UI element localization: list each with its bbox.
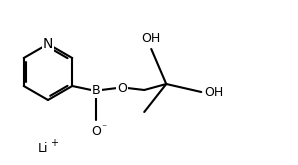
Text: ⁻: ⁻	[101, 123, 106, 133]
Text: O: O	[91, 125, 101, 138]
Text: OH: OH	[204, 85, 224, 99]
Text: O: O	[117, 82, 127, 95]
Text: Li: Li	[38, 142, 49, 154]
Text: OH: OH	[142, 32, 161, 45]
Text: +: +	[50, 138, 58, 148]
Text: B: B	[92, 83, 100, 97]
Text: N: N	[43, 37, 53, 51]
